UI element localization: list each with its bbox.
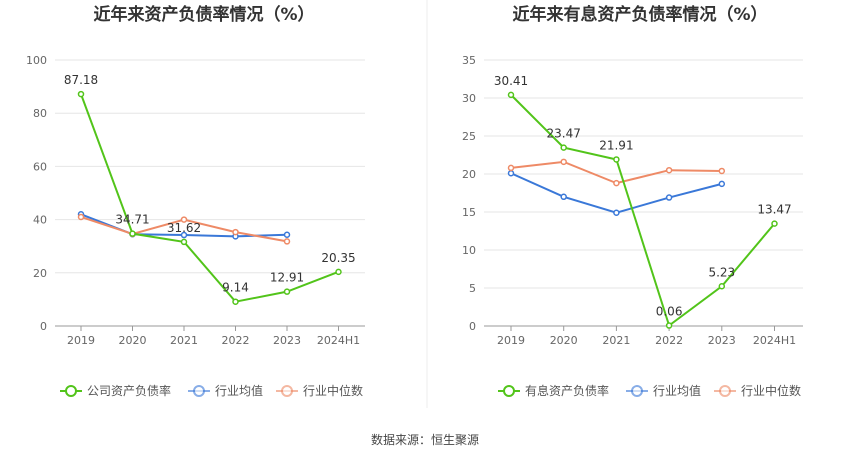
x-tick-label: 2022 <box>222 334 250 347</box>
x-tick-label: 2024H1 <box>753 334 796 347</box>
y-tick-label: 10 <box>462 244 476 257</box>
data-point-company <box>283 288 291 295</box>
data-label: 23.47 <box>547 127 581 141</box>
source-text: 数据来源：恒生聚源 <box>371 432 479 447</box>
data-point-median <box>613 179 620 187</box>
y-tick-label: 40 <box>33 214 47 227</box>
y-tick-label: 25 <box>462 130 476 143</box>
data-label: 87.18 <box>64 73 98 87</box>
y-tick-label: 60 <box>33 160 47 173</box>
chart-title: 近年来有息资产负债率情况（%） <box>512 4 767 25</box>
data-point-median <box>718 167 726 175</box>
data-point-company <box>77 90 85 98</box>
data-label: 31.62 <box>167 221 201 235</box>
data-point-median <box>232 228 239 236</box>
data-label: 12.91 <box>270 271 304 285</box>
data-point-avg <box>613 209 620 217</box>
x-tick-label: 2023 <box>273 334 301 347</box>
data-point-median <box>507 164 515 172</box>
data-point-company <box>771 220 778 227</box>
data-label: 21.91 <box>599 138 633 152</box>
data-point-company <box>129 230 136 237</box>
x-tick-label: 2021 <box>170 334 198 347</box>
data-point-median <box>180 216 188 223</box>
data-point-avg <box>665 194 673 201</box>
x-tick-label: 2019 <box>67 334 95 347</box>
y-tick-label: 80 <box>33 107 47 120</box>
data-label: 20.35 <box>321 251 355 265</box>
y-tick-label: 0 <box>40 320 47 333</box>
legend-label: 行业中位数 <box>741 383 801 398</box>
y-tick-label: 20 <box>462 168 476 181</box>
data-point-company <box>560 144 567 151</box>
data-point-company <box>613 156 620 163</box>
data-point-median <box>283 238 291 245</box>
y-tick-label: 15 <box>462 206 476 219</box>
legend-swatch-marker <box>503 385 515 397</box>
data-point-avg <box>180 231 188 239</box>
legend-swatch-marker <box>281 385 293 397</box>
data-point-company <box>718 283 726 290</box>
data-point-company <box>665 322 673 329</box>
data-point-company <box>507 91 515 99</box>
x-tick-label: 2019 <box>497 334 525 347</box>
x-tick-label: 2022 <box>655 334 683 347</box>
data-label: 34.71 <box>115 213 149 227</box>
data-label: 30.41 <box>494 74 528 88</box>
series-line-company <box>80 93 339 303</box>
y-tick-label: 35 <box>462 54 476 67</box>
data-point-avg <box>718 180 726 188</box>
legend-swatch-marker <box>193 385 205 397</box>
legend-swatch-marker <box>719 385 731 397</box>
legend-label: 公司资产负债率 <box>87 383 171 398</box>
legend-label: 行业均值 <box>215 383 263 398</box>
data-point-median <box>665 166 673 174</box>
data-point-median <box>77 213 85 221</box>
legend-label: 行业均值 <box>653 383 701 398</box>
data-label: 13.47 <box>757 203 791 217</box>
data-label: 5.23 <box>708 265 735 279</box>
data-point-company <box>232 298 239 305</box>
y-tick-label: 20 <box>33 267 47 280</box>
chart-title: 近年来资产负债率情况（%） <box>93 4 314 25</box>
x-tick-label: 2021 <box>602 334 630 347</box>
legend-swatch-marker <box>65 385 77 397</box>
data-point-avg <box>560 193 567 201</box>
x-tick-label: 2020 <box>550 334 578 347</box>
data-label: 0.06 <box>656 305 683 319</box>
data-point-median <box>560 158 567 166</box>
data-point-company <box>335 268 342 276</box>
y-tick-label: 30 <box>462 92 476 105</box>
x-tick-label: 2024H1 <box>317 334 360 347</box>
series-line-avg <box>510 172 723 214</box>
y-tick-label: 0 <box>469 320 476 333</box>
y-tick-label: 5 <box>469 282 476 295</box>
right-chart: 近年来有息资产负债率情况（%） 0 5 10 15 20 25 30 35 2019 2020 20… <box>462 4 803 398</box>
series-line-company <box>510 94 776 328</box>
data-point-company <box>180 238 188 246</box>
left-chart: 近年来资产负债率情况（%） 0 20 40 60 80 100 2019 2020 2021 20… <box>26 4 365 398</box>
x-tick-label: 2023 <box>708 334 736 347</box>
legend-label: 有息资产负债率 <box>525 383 609 398</box>
legend-label: 行业中位数 <box>303 383 363 398</box>
legend-swatch-marker <box>631 385 643 397</box>
data-point-avg <box>283 231 291 239</box>
data-label: 9.14 <box>222 281 249 295</box>
x-tick-label: 2020 <box>119 334 147 347</box>
y-tick-label: 100 <box>26 54 47 67</box>
data-point-avg <box>507 169 515 177</box>
